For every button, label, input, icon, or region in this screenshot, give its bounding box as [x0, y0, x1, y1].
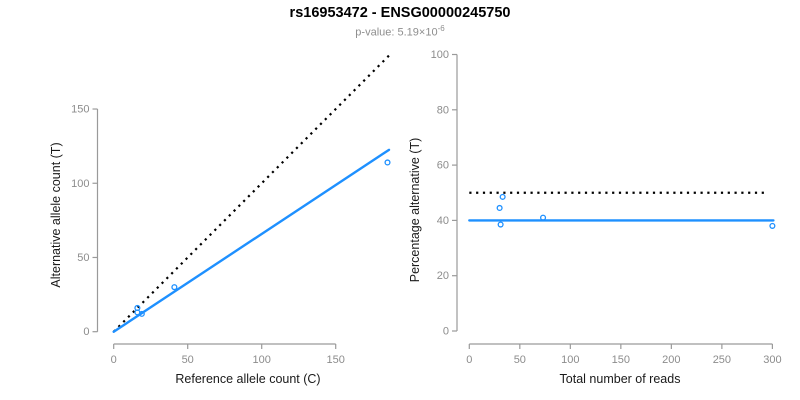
chart-header: rs16953472 - ENSG00000245750 p-value: 5.… — [0, 5, 800, 40]
x-tick-label: 150 — [327, 354, 345, 366]
identity-line — [112, 53, 392, 333]
x-tick-label: 100 — [253, 354, 271, 366]
x-tick-label: 50 — [514, 354, 526, 366]
x-axis-title: Reference allele count (C) — [175, 372, 320, 386]
y-tick-label: 40 — [437, 215, 449, 227]
x-tick-label: 50 — [182, 354, 194, 366]
fit-line — [112, 148, 391, 333]
x-tick-label: 250 — [713, 354, 731, 366]
y-tick-label: 20 — [437, 270, 449, 282]
data-point — [384, 159, 391, 166]
y-axis-title: Alternative allele count (T) — [49, 142, 63, 287]
y-tick-label: 60 — [437, 160, 449, 172]
p-value-subtitle: p-value: 5.19×10-6 — [0, 22, 800, 40]
y-tick-label: 0 — [443, 326, 449, 338]
x-tick-label: 0 — [466, 354, 472, 366]
y-tick-label: 150 — [71, 104, 89, 116]
data-point — [769, 222, 776, 229]
y-tick-label: 100 — [71, 178, 89, 190]
data-point — [138, 310, 145, 317]
y-tick-label: 80 — [437, 104, 449, 116]
x-tick-label: 200 — [662, 354, 680, 366]
y-tick-label: 100 — [431, 49, 449, 61]
y-axis-title: Percentage alternative (T) — [408, 138, 422, 283]
data-point — [540, 214, 547, 221]
data-point — [496, 204, 503, 212]
x-tick-label: 300 — [763, 354, 781, 366]
allele-counts-chart: 0 50 100 150 0 50 100 150 Reference allele count… — [49, 53, 392, 386]
p-value-text: p-value: 5.19×10 — [355, 26, 438, 39]
x-axis-title: Total number of reads — [560, 372, 681, 386]
page-title: rs16953472 - ENSG00000245750 — [289, 5, 511, 21]
x-tick-label: 0 — [111, 354, 117, 366]
data-point — [499, 193, 506, 200]
p-value-exponent: -6 — [437, 24, 445, 33]
data-point — [171, 284, 178, 291]
data-point — [497, 221, 504, 228]
y-tick-label: 50 — [77, 252, 89, 264]
x-tick-label: 100 — [561, 354, 579, 366]
x-tick-label: 150 — [612, 354, 630, 366]
percentage-by-reads-chart: 0 20 40 60 80 100 0 50 100 150 200 250 300 Total numb… — [408, 49, 782, 386]
y-tick-label: 0 — [83, 326, 89, 338]
